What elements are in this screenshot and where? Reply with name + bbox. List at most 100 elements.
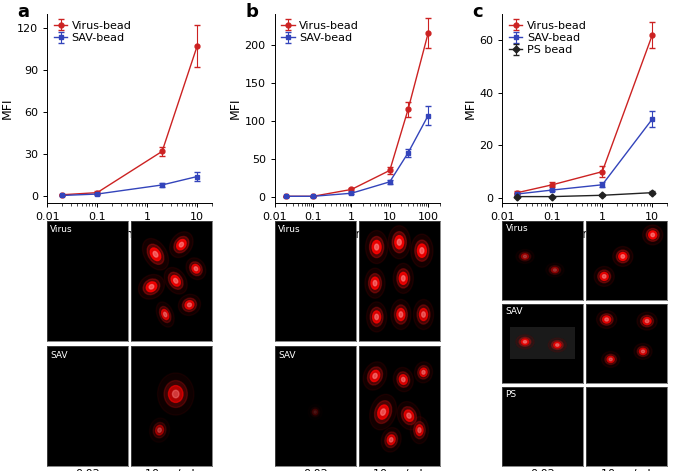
Ellipse shape (387, 435, 395, 445)
Ellipse shape (548, 338, 566, 352)
Ellipse shape (607, 356, 614, 363)
Ellipse shape (397, 402, 421, 430)
Ellipse shape (399, 375, 407, 384)
Ellipse shape (417, 244, 427, 257)
Ellipse shape (397, 269, 410, 288)
X-axis label: 0.02: 0.02 (75, 469, 100, 471)
Ellipse shape (385, 432, 398, 447)
Ellipse shape (177, 239, 186, 250)
Text: b: b (245, 3, 258, 21)
X-axis label: 10 ng/mL: 10 ng/mL (601, 469, 653, 471)
Ellipse shape (645, 319, 649, 323)
X-axis label: 10 ng/mL: 10 ng/mL (146, 469, 198, 471)
Ellipse shape (407, 413, 411, 418)
Ellipse shape (603, 275, 606, 278)
Ellipse shape (391, 300, 411, 330)
Ellipse shape (646, 228, 659, 241)
Ellipse shape (153, 422, 166, 438)
Ellipse shape (619, 252, 627, 260)
Ellipse shape (397, 309, 405, 321)
Ellipse shape (373, 280, 377, 286)
Ellipse shape (370, 370, 379, 382)
Ellipse shape (419, 309, 427, 321)
Ellipse shape (640, 348, 646, 355)
Ellipse shape (367, 367, 383, 385)
Ellipse shape (375, 244, 379, 250)
Ellipse shape (642, 225, 663, 245)
Ellipse shape (174, 236, 189, 253)
X-axis label: 0.02: 0.02 (303, 469, 328, 471)
Ellipse shape (367, 302, 387, 332)
Ellipse shape (397, 239, 401, 245)
Ellipse shape (634, 343, 652, 359)
Text: SAV: SAV (51, 350, 68, 360)
Ellipse shape (519, 337, 531, 346)
Ellipse shape (594, 267, 614, 286)
Ellipse shape (179, 294, 201, 316)
Text: Virus: Virus (278, 225, 301, 235)
Ellipse shape (613, 246, 633, 267)
Ellipse shape (397, 372, 410, 387)
Ellipse shape (314, 411, 317, 414)
Ellipse shape (149, 284, 154, 289)
Ellipse shape (372, 240, 381, 254)
Ellipse shape (600, 272, 608, 280)
Ellipse shape (192, 264, 200, 273)
Ellipse shape (399, 312, 402, 317)
Ellipse shape (390, 438, 393, 442)
Ellipse shape (522, 339, 528, 345)
Ellipse shape (312, 409, 318, 415)
Ellipse shape (179, 242, 183, 247)
Ellipse shape (164, 381, 187, 407)
Ellipse shape (393, 263, 413, 293)
Ellipse shape (388, 226, 410, 259)
Ellipse shape (393, 367, 413, 392)
Ellipse shape (311, 407, 319, 417)
Ellipse shape (546, 263, 564, 277)
Ellipse shape (553, 342, 561, 348)
Ellipse shape (551, 341, 563, 349)
Ellipse shape (392, 232, 406, 253)
Ellipse shape (413, 300, 433, 330)
Ellipse shape (187, 303, 191, 307)
Ellipse shape (150, 418, 170, 442)
Ellipse shape (156, 425, 164, 435)
Text: Virus: Virus (51, 225, 73, 235)
Ellipse shape (555, 344, 559, 346)
Ellipse shape (365, 268, 385, 298)
Ellipse shape (648, 231, 656, 239)
Ellipse shape (414, 422, 425, 439)
Ellipse shape (522, 254, 528, 259)
Ellipse shape (516, 250, 534, 263)
Ellipse shape (402, 276, 405, 281)
Legend: Virus-bead, SAV-bead: Virus-bead, SAV-bead (280, 20, 360, 44)
Ellipse shape (418, 428, 421, 432)
Ellipse shape (375, 401, 392, 423)
Ellipse shape (399, 272, 407, 284)
Ellipse shape (168, 386, 183, 402)
Ellipse shape (160, 307, 171, 323)
Ellipse shape (523, 341, 526, 343)
Ellipse shape (402, 377, 405, 382)
Ellipse shape (609, 358, 612, 361)
Ellipse shape (186, 258, 206, 280)
Text: SAV: SAV (278, 350, 295, 360)
Ellipse shape (164, 312, 167, 317)
Ellipse shape (596, 310, 617, 328)
Ellipse shape (156, 302, 174, 327)
Ellipse shape (640, 316, 654, 327)
Ellipse shape (519, 252, 531, 261)
Ellipse shape (605, 318, 609, 321)
Ellipse shape (621, 255, 625, 258)
Ellipse shape (138, 275, 164, 299)
Ellipse shape (173, 390, 179, 398)
X-axis label: Myoglobin (ng/mL): Myoglobin (ng/mL) (299, 228, 416, 241)
Ellipse shape (422, 370, 425, 374)
Text: Virus: Virus (506, 224, 528, 233)
Ellipse shape (395, 236, 404, 249)
Ellipse shape (637, 346, 649, 357)
Ellipse shape (616, 250, 630, 263)
Ellipse shape (415, 362, 433, 383)
Ellipse shape (600, 314, 613, 325)
Ellipse shape (642, 350, 644, 353)
